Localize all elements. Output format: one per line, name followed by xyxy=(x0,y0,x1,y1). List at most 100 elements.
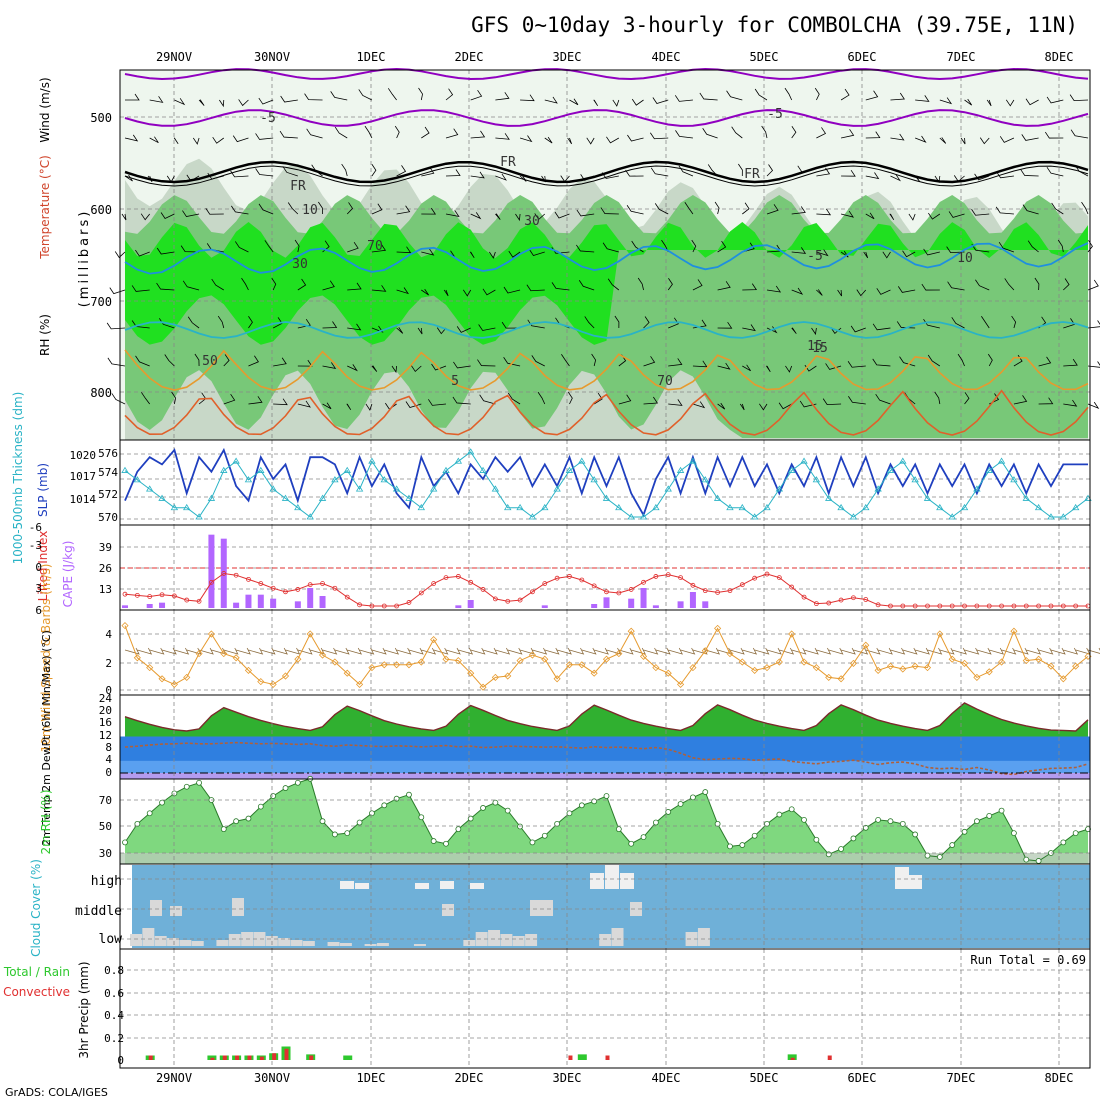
wind-barb xyxy=(692,279,703,291)
wind-barb xyxy=(865,172,880,180)
wind-barb xyxy=(1087,361,1100,368)
li-point xyxy=(937,603,943,609)
cloud-high-bar xyxy=(620,873,634,889)
wind-barb xyxy=(1004,278,1015,291)
day-label-bottom: 29NOV xyxy=(156,1071,192,1085)
li-point xyxy=(1036,603,1042,609)
wind10m-point xyxy=(380,661,388,669)
thickness-point xyxy=(590,476,598,483)
rh2m-point xyxy=(628,840,635,847)
wind-barb xyxy=(418,87,423,101)
li-point xyxy=(418,590,424,596)
wind-barb xyxy=(297,278,307,291)
wind10m-barb xyxy=(1026,647,1042,655)
wind-barb xyxy=(1022,204,1039,215)
wind10m-point xyxy=(911,662,919,670)
li-point xyxy=(739,582,745,588)
cloud-low-bar xyxy=(697,928,710,946)
wind10m-barb xyxy=(803,647,819,655)
wind-barb xyxy=(294,239,300,253)
wind-barb xyxy=(531,355,545,367)
li-y-tick: 6 xyxy=(35,604,42,617)
wind-barb xyxy=(223,393,236,405)
cloud-low-bar xyxy=(167,938,180,946)
wind-barb xyxy=(567,391,573,405)
thickness-point xyxy=(380,476,388,483)
cape-bar xyxy=(455,605,462,608)
day-label-bottom: 1DEC xyxy=(357,1071,386,1085)
wind10m-point xyxy=(343,669,351,677)
cloud-low-bar xyxy=(154,936,167,946)
wind-barb xyxy=(889,213,895,221)
rh2m-point xyxy=(319,818,326,825)
wind-barb xyxy=(387,88,397,101)
thickness-point xyxy=(886,466,895,473)
wind10m-barb xyxy=(976,647,992,655)
wind-barb xyxy=(1070,129,1089,139)
wind-barb xyxy=(876,288,891,295)
wind-barb xyxy=(1011,315,1017,329)
rh2m-point xyxy=(665,809,672,815)
li-point xyxy=(1023,603,1029,609)
wind10m-point xyxy=(849,659,857,667)
rh2m-point xyxy=(603,793,610,799)
wind-barb xyxy=(872,323,891,331)
contour-label: 50 xyxy=(202,354,218,369)
wind-barb xyxy=(890,133,905,141)
contour-label: 10 xyxy=(957,251,973,266)
wind-barb xyxy=(156,247,175,255)
thickness-point xyxy=(442,466,450,473)
wind-barb xyxy=(778,402,792,410)
day-label-bottom: 4DEC xyxy=(652,1071,681,1085)
temp-y-tick: 24 xyxy=(99,692,113,705)
wind-barb xyxy=(814,87,820,101)
wind-barb xyxy=(470,171,485,179)
wind-y-tick: 4 xyxy=(105,628,112,641)
rh2m-point xyxy=(381,802,388,809)
wind10m-point xyxy=(960,659,969,667)
li-point xyxy=(986,603,992,609)
thickness-point xyxy=(121,466,129,473)
wind10m-point xyxy=(812,664,820,672)
wind-barb xyxy=(158,318,175,329)
li-point xyxy=(171,593,177,599)
wind10m-point xyxy=(121,622,129,630)
li-y-tick: -6 xyxy=(29,521,42,534)
rh2m-point xyxy=(862,824,869,831)
wind10m-barb xyxy=(273,647,288,655)
contour-label: FR xyxy=(290,179,306,194)
wind-barb xyxy=(232,135,249,143)
wind-barb xyxy=(341,163,348,177)
wind-barb xyxy=(754,88,768,101)
wind-barb xyxy=(872,358,891,367)
wind10m-barb xyxy=(137,647,153,655)
wind-barb xyxy=(998,241,1015,253)
wind-barb xyxy=(643,396,659,405)
wind-y-tick: 2 xyxy=(105,657,112,670)
thickness-point xyxy=(343,466,351,473)
thickness-point xyxy=(368,457,376,464)
wind-barb xyxy=(692,401,706,409)
temp-line xyxy=(124,702,1089,732)
wind10m-point xyxy=(899,665,907,673)
li-point xyxy=(1011,603,1017,609)
wind10m-barb xyxy=(915,647,930,655)
rh2m-point xyxy=(196,779,202,786)
wind-barb xyxy=(544,136,553,144)
wind-barb xyxy=(927,354,941,367)
wind10m-barb xyxy=(717,647,733,655)
li-point xyxy=(727,588,733,594)
ua-y-tick: 500 xyxy=(90,111,112,125)
wind-barb xyxy=(614,315,620,329)
wind-barb xyxy=(759,403,768,411)
wind10m-barb xyxy=(705,647,721,655)
wind10m-barb xyxy=(557,647,572,655)
wind-barb xyxy=(544,96,558,104)
wind-barb xyxy=(1063,318,1076,329)
wind10m-point xyxy=(726,650,734,658)
li-point xyxy=(221,571,227,576)
wind-barb xyxy=(346,403,352,411)
wind-barb xyxy=(187,316,200,329)
wind-barb xyxy=(515,213,521,222)
cloud-low-bar xyxy=(302,941,315,946)
